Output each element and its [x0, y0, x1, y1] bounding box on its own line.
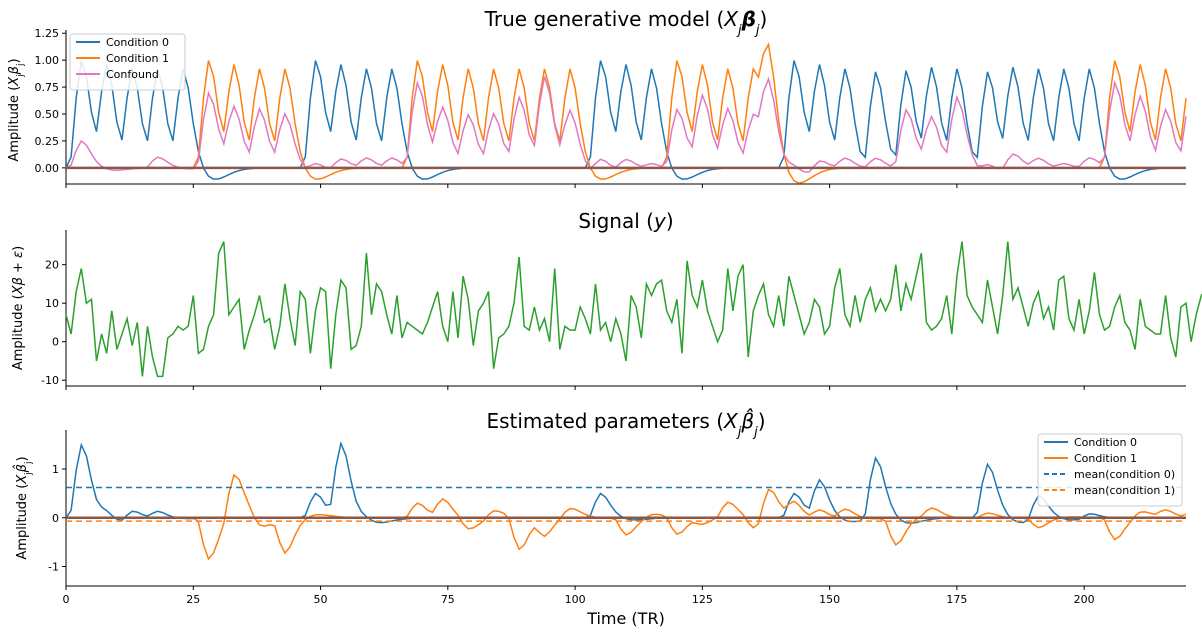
y-tick-label: 0: [52, 336, 59, 349]
y-tick-label: 0.25: [35, 135, 60, 148]
panel-title: True generative model (Xjβj): [484, 7, 768, 38]
x-tick-label: 175: [946, 593, 967, 606]
legend-label: Condition 1: [1074, 452, 1137, 465]
y-axis-label: Amplitude (Xjβj): [7, 58, 26, 161]
y-tick-label: 10: [45, 297, 59, 310]
legend-label: mean(condition 1): [1074, 484, 1175, 497]
axes: -1 0 1 0 25 50 75 100 125 150 175 200: [48, 430, 1186, 606]
y-tick-label: 1: [52, 463, 59, 476]
x-tick-label: 75: [441, 593, 455, 606]
y-tick-label: 1.25: [35, 27, 60, 40]
legend-label: Condition 1: [106, 52, 169, 65]
legend-label: Condition 0: [1074, 436, 1137, 449]
legend: Condition 0 Condition 1 mean(condition 0) m…: [1037, 433, 1183, 507]
panel-title: Signal (y): [578, 209, 673, 233]
panel-estimated-parameters: Estimated parameters (Xjβ̂j) Amplitude (…: [13, 408, 766, 559]
signal-line: [65, 241, 1202, 378]
panel-signal: Signal (y) Amplitude (Xβ + ε): [11, 209, 674, 370]
panel-title: Estimated parameters (Xjβ̂j): [486, 408, 765, 439]
axes: -10 0 10 20: [41, 230, 1186, 390]
legend-label: Confound: [106, 68, 159, 81]
series-line-condition-0: [65, 440, 1186, 524]
y-tick-label: 1.00: [35, 54, 60, 67]
y-axis-label: Amplitude (Xβ + ε): [11, 246, 26, 370]
y-axis-label: Amplitude (Xjβ̂j): [13, 456, 34, 559]
series-line-condition-1: [66, 473, 1187, 561]
legend-frame: [69, 33, 186, 91]
axes: 0.00 0.25 0.50 0.75 1.00 1.25: [35, 27, 1186, 188]
y-tick-label: -10: [41, 374, 59, 387]
y-tick-label: 0: [52, 512, 59, 525]
series-line-condition-0: [65, 60, 1186, 180]
x-tick-label: 100: [565, 593, 586, 606]
y-tick-label: 0.50: [35, 108, 60, 121]
legend-label: Condition 0: [106, 36, 169, 49]
x-tick-label: 0: [63, 593, 70, 606]
x-tick-label: 200: [1074, 593, 1095, 606]
y-tick-label: -1: [48, 561, 59, 574]
x-tick-label: 25: [186, 593, 200, 606]
legend-label: mean(condition 0): [1074, 468, 1175, 481]
x-axis-label: Time (TR): [586, 609, 665, 628]
x-tick-label: 150: [819, 593, 840, 606]
y-tick-label: 0.75: [35, 81, 60, 94]
y-tick-label: 20: [45, 259, 59, 272]
legend-frame: [1037, 433, 1183, 507]
x-tick-label: 50: [314, 593, 328, 606]
legend: Condition 0 Condition 1 Confound: [69, 33, 186, 91]
y-tick-label: 0.00: [35, 162, 60, 175]
x-tick-label: 125: [692, 593, 713, 606]
